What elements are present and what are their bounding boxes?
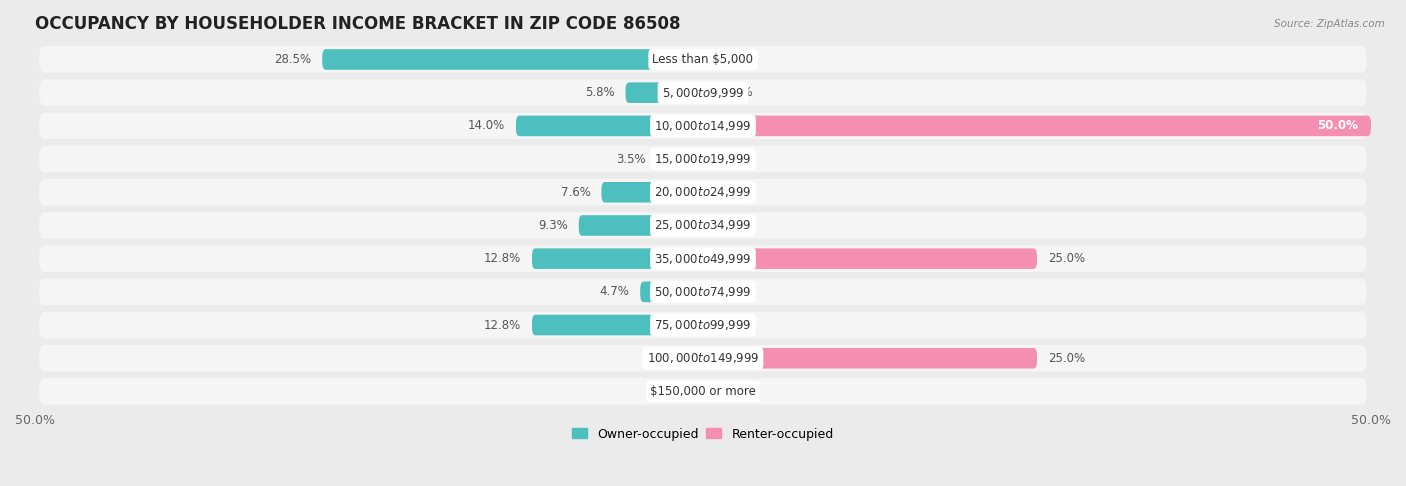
- FancyBboxPatch shape: [39, 212, 1367, 239]
- Text: Source: ZipAtlas.com: Source: ZipAtlas.com: [1274, 19, 1385, 30]
- Text: 4.7%: 4.7%: [599, 285, 630, 298]
- Text: 0.0%: 0.0%: [723, 186, 752, 199]
- FancyBboxPatch shape: [322, 49, 703, 70]
- Text: $20,000 to $24,999: $20,000 to $24,999: [654, 185, 752, 199]
- FancyBboxPatch shape: [531, 315, 703, 335]
- FancyBboxPatch shape: [703, 348, 1038, 368]
- FancyBboxPatch shape: [39, 245, 1367, 272]
- Text: 0.0%: 0.0%: [723, 318, 752, 331]
- FancyBboxPatch shape: [39, 113, 1367, 139]
- Text: 25.0%: 25.0%: [1047, 252, 1085, 265]
- Text: 12.8%: 12.8%: [484, 318, 522, 331]
- Text: $15,000 to $19,999: $15,000 to $19,999: [654, 152, 752, 166]
- FancyBboxPatch shape: [39, 79, 1367, 106]
- FancyBboxPatch shape: [579, 215, 703, 236]
- Text: 0.0%: 0.0%: [723, 53, 752, 66]
- Text: $100,000 to $149,999: $100,000 to $149,999: [647, 351, 759, 365]
- Text: $50,000 to $74,999: $50,000 to $74,999: [654, 285, 752, 299]
- FancyBboxPatch shape: [39, 179, 1367, 206]
- Text: 12.8%: 12.8%: [484, 252, 522, 265]
- Text: OCCUPANCY BY HOUSEHOLDER INCOME BRACKET IN ZIP CODE 86508: OCCUPANCY BY HOUSEHOLDER INCOME BRACKET …: [35, 15, 681, 33]
- Text: 0.0%: 0.0%: [723, 153, 752, 166]
- Text: $75,000 to $99,999: $75,000 to $99,999: [654, 318, 752, 332]
- Text: 5.8%: 5.8%: [585, 86, 614, 99]
- Text: Less than $5,000: Less than $5,000: [652, 53, 754, 66]
- Text: 25.0%: 25.0%: [1047, 352, 1085, 365]
- FancyBboxPatch shape: [39, 345, 1367, 371]
- FancyBboxPatch shape: [626, 83, 703, 103]
- FancyBboxPatch shape: [39, 378, 1367, 405]
- Text: 9.3%: 9.3%: [538, 219, 568, 232]
- FancyBboxPatch shape: [39, 146, 1367, 173]
- Text: 0.0%: 0.0%: [723, 219, 752, 232]
- Text: 0.0%: 0.0%: [662, 352, 692, 365]
- Text: 0.0%: 0.0%: [723, 385, 752, 398]
- Text: $5,000 to $9,999: $5,000 to $9,999: [662, 86, 744, 100]
- Legend: Owner-occupied, Renter-occupied: Owner-occupied, Renter-occupied: [568, 423, 838, 446]
- Text: 0.0%: 0.0%: [723, 285, 752, 298]
- Text: 0.0%: 0.0%: [723, 86, 752, 99]
- FancyBboxPatch shape: [602, 182, 703, 203]
- Text: 50.0%: 50.0%: [1317, 120, 1358, 132]
- FancyBboxPatch shape: [688, 381, 703, 402]
- Text: $35,000 to $49,999: $35,000 to $49,999: [654, 252, 752, 266]
- FancyBboxPatch shape: [640, 281, 703, 302]
- FancyBboxPatch shape: [657, 149, 703, 169]
- FancyBboxPatch shape: [39, 278, 1367, 305]
- Text: $25,000 to $34,999: $25,000 to $34,999: [654, 219, 752, 232]
- FancyBboxPatch shape: [516, 116, 703, 136]
- Text: 1.2%: 1.2%: [647, 385, 676, 398]
- FancyBboxPatch shape: [703, 116, 1371, 136]
- Text: 7.6%: 7.6%: [561, 186, 591, 199]
- FancyBboxPatch shape: [39, 46, 1367, 73]
- Text: $150,000 or more: $150,000 or more: [650, 385, 756, 398]
- FancyBboxPatch shape: [39, 312, 1367, 338]
- FancyBboxPatch shape: [531, 248, 703, 269]
- Text: 3.5%: 3.5%: [616, 153, 645, 166]
- Text: 28.5%: 28.5%: [274, 53, 312, 66]
- Text: 14.0%: 14.0%: [468, 120, 505, 132]
- FancyBboxPatch shape: [703, 248, 1038, 269]
- Text: $10,000 to $14,999: $10,000 to $14,999: [654, 119, 752, 133]
